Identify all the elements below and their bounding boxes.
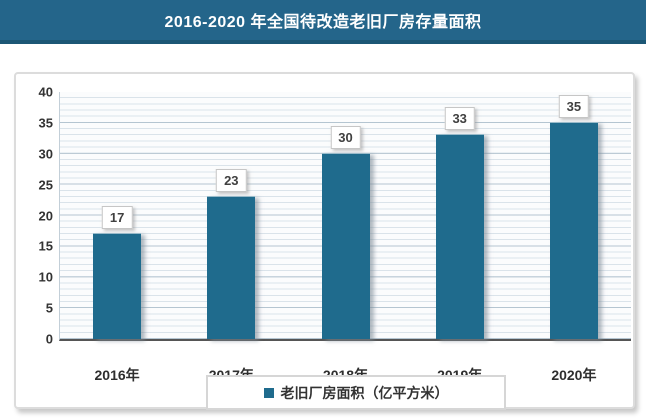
bar-value-label: 17 <box>101 206 133 230</box>
y-tick-label: 10 <box>38 269 53 285</box>
bar <box>93 233 142 339</box>
y-tick-label: 5 <box>45 300 53 316</box>
legend: 老旧厂房面积（亿平方米） <box>206 375 506 410</box>
bar-value-label: 30 <box>330 125 361 149</box>
bar-value-label: 33 <box>444 107 475 131</box>
y-axis: 0 5 10 15 20 25 30 35 40 <box>16 85 53 347</box>
y-tick-label: 15 <box>38 238 53 254</box>
y-tick-label: 30 <box>38 146 53 162</box>
y-tick-label: 0 <box>45 331 53 347</box>
y-tick-label: 25 <box>38 177 53 193</box>
bar <box>549 121 598 339</box>
plot-area: 172016年232017年302018年332019年352020年 <box>59 92 631 383</box>
y-tick-label: 20 <box>38 208 53 223</box>
x-axis-label: 2020年 <box>551 367 597 383</box>
legend-label: 老旧厂房面积（亿平方米） <box>280 384 449 401</box>
y-tick-label: 35 <box>38 115 53 131</box>
chart-title-bar: 2016-2020 年全国待改造老旧厂房存量面积 <box>0 0 646 44</box>
bar <box>435 134 484 339</box>
bar <box>207 195 256 339</box>
legend-marker-icon <box>263 387 274 398</box>
bar <box>321 152 370 339</box>
chart-title: 2016-2020 年全国待改造老旧厂房存量面积 <box>164 14 482 31</box>
bar-value-label: 35 <box>558 94 590 118</box>
x-axis-label: 2016年 <box>94 367 140 383</box>
bar-value-label: 23 <box>216 168 247 192</box>
y-tick-label: 40 <box>38 84 53 100</box>
